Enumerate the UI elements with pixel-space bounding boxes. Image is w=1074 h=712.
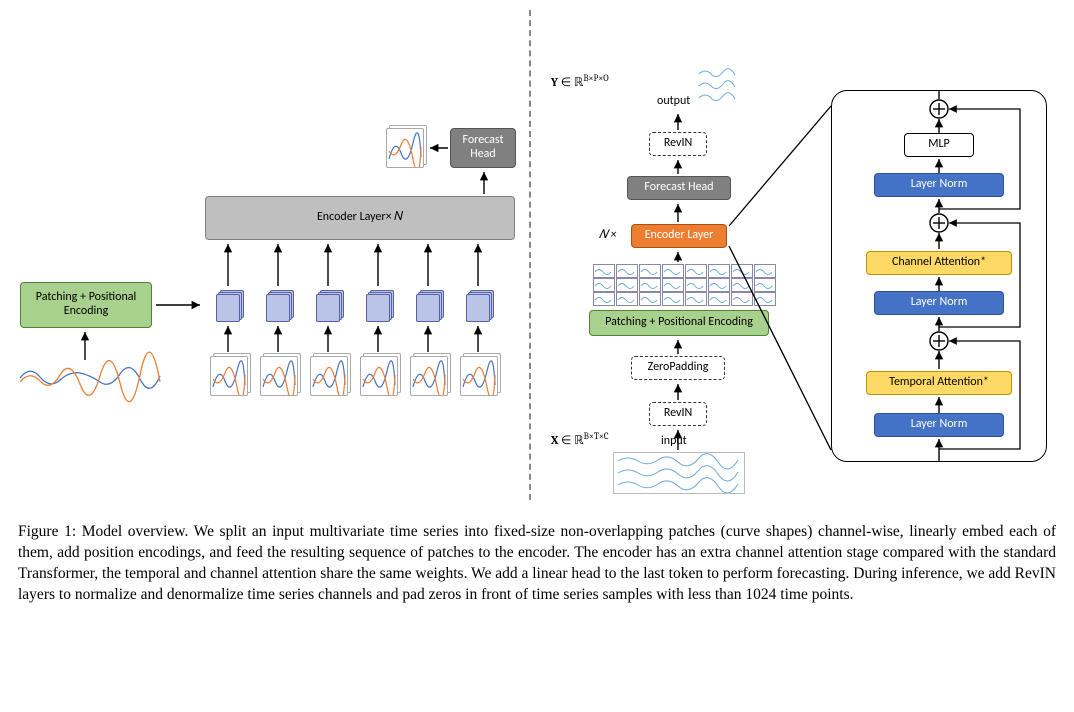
right-patch-cell — [731, 264, 753, 278]
left-stream-chart — [460, 356, 500, 398]
left-arrows-svg2 — [10, 10, 530, 500]
right-patch-cell — [593, 278, 615, 292]
left-stream-cardstack — [216, 290, 242, 320]
right-output-label: output — [657, 94, 690, 108]
right-forecast-head: Forecast Head — [627, 176, 731, 200]
right-patch-cell — [685, 278, 707, 292]
left-stream-chart — [410, 356, 450, 398]
figure-area: Patching + Positional Encoding Encoder L… — [10, 10, 1064, 500]
right-input-waves — [613, 452, 745, 494]
left-stream-cardstack — [416, 290, 442, 320]
detail-layernorm-2: Layer Norm — [874, 291, 1004, 315]
right-patch-cell — [708, 264, 730, 278]
left-stream-chart — [360, 356, 400, 398]
right-patch-cell — [593, 264, 615, 278]
right-patch-cell — [754, 292, 776, 306]
detail-channel-attention: Channel Attention* — [866, 251, 1012, 275]
right-patch-cell — [731, 292, 753, 306]
right-patch-cell — [616, 264, 638, 278]
right-patch-cell — [685, 264, 707, 278]
left-stream-cardstack — [266, 290, 292, 320]
figure-caption: Figure 1: Model overview. We split an in… — [10, 522, 1064, 606]
right-patching-box: Patching + Positional Encoding — [589, 310, 769, 336]
right-input-formula: X ∈ ℝB×T×C — [551, 432, 609, 447]
right-patch-cell — [685, 292, 707, 306]
left-stream-cardstack — [316, 290, 342, 320]
right-input-label: input — [661, 434, 687, 448]
right-patch-cell — [754, 264, 776, 278]
right-patch-cell — [662, 292, 684, 306]
detail-temporal-attention: Temporal Attention* — [866, 371, 1012, 395]
detail-mlp: MLP — [904, 133, 974, 157]
right-patch-cell — [708, 292, 730, 306]
right-output-formula: Y ∈ ℝB×P×O — [551, 74, 609, 89]
left-stream-chart — [310, 356, 350, 398]
right-patch-cell — [639, 264, 661, 278]
left-forecast-head-box: Forecast Head — [450, 128, 516, 168]
right-n-times: 𝑁 × — [599, 228, 616, 242]
right-patch-row — [593, 264, 776, 278]
right-patch-cell — [754, 278, 776, 292]
right-patch-cell — [708, 278, 730, 292]
detail-layernorm-1: Layer Norm — [874, 413, 1004, 437]
right-detail-box: Layer Norm Temporal Attention* Layer Nor… — [831, 90, 1047, 462]
right-output-waves — [697, 66, 737, 106]
right-revin-bottom: RevIN — [649, 402, 707, 426]
right-patch-cell — [639, 292, 661, 306]
right-patch-cell — [639, 278, 661, 292]
right-patch-cell — [593, 292, 615, 306]
detail-layernorm-3: Layer Norm — [874, 173, 1004, 197]
right-zeropadding: ZeroPadding — [631, 356, 725, 380]
left-arrows-svg — [10, 10, 530, 500]
left-output-charts — [386, 128, 426, 170]
left-stream-cardstack — [366, 290, 392, 320]
right-revin-top: RevIN — [649, 132, 707, 156]
right-patch-cell — [731, 278, 753, 292]
right-patch-row — [593, 278, 776, 292]
right-patch-cell — [662, 264, 684, 278]
left-stream-cardstack — [466, 290, 492, 320]
left-panel: Patching + Positional Encoding Encoder L… — [10, 10, 529, 500]
right-patch-cell — [616, 278, 638, 292]
left-encoder-box: Encoder Layer× 𝑁 — [205, 196, 515, 240]
left-stream-chart — [260, 356, 300, 398]
right-patch-cell — [662, 278, 684, 292]
right-patch-cell — [616, 292, 638, 306]
left-patching-box: Patching + Positional Encoding — [20, 282, 152, 328]
left-stream-chart — [210, 356, 250, 398]
right-encoder-layer: Encoder Layer — [631, 224, 727, 248]
left-stream-arrows — [10, 10, 530, 500]
right-patch-row — [593, 292, 776, 306]
right-panel: input X ∈ ℝB×T×C RevIN ZeroPadding Patch… — [531, 10, 1064, 500]
